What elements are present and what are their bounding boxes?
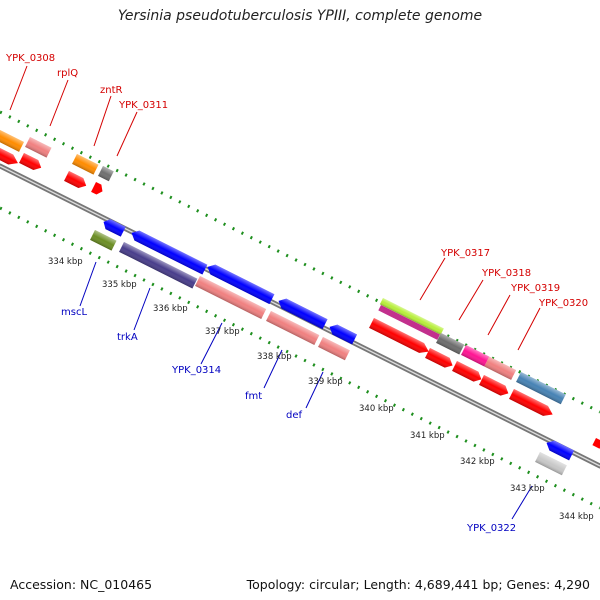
- label-YPK_0308[interactable]: YPK_0308: [5, 53, 55, 64]
- gene-trkA[interactable]: [119, 242, 198, 289]
- reverse-features: [90, 217, 575, 476]
- arrow-YPK_0314[interactable]: [205, 262, 275, 305]
- gene-YPK_0308[interactable]: [0, 124, 24, 152]
- label-YPK_0314[interactable]: YPK_0314: [171, 365, 221, 376]
- cds-YPK_0318[interactable]: [425, 348, 455, 370]
- label-YPK_0318[interactable]: YPK_0318: [481, 268, 531, 279]
- gene-YPK_0314[interactable]: [195, 276, 267, 319]
- forward-features: [0, 124, 600, 449]
- edge-feature[interactable]: [592, 438, 600, 449]
- label-fmt[interactable]: fmt: [245, 391, 262, 402]
- top-gene-labels: YPK_0308 rplQ zntR YPK_0311 YPK_0317 YPK…: [5, 53, 588, 309]
- tick-344: 344 kbp: [559, 512, 594, 522]
- outer-dotted-track: [0, 110, 600, 414]
- tick-342: 342 kbp: [460, 457, 495, 467]
- arrow-def[interactable]: [327, 322, 358, 345]
- bottom-leader-lines: [79, 261, 533, 520]
- topology-text: Topology: circular; Length: 4,689,441 bp…: [246, 577, 590, 592]
- label-def[interactable]: def: [286, 410, 303, 421]
- arrow-YPK_0322[interactable]: [544, 438, 575, 461]
- label-mscL[interactable]: mscL: [61, 307, 87, 318]
- label-YPK_0311[interactable]: YPK_0311: [118, 100, 168, 111]
- arrow-fmt[interactable]: [276, 296, 328, 330]
- label-YPK_0320[interactable]: YPK_0320: [538, 298, 588, 309]
- gene-YPK_0317[interactable]: [379, 298, 444, 335]
- gene-YPK_0318[interactable]: [436, 333, 465, 355]
- arrow-mscL[interactable]: [101, 217, 126, 237]
- label-YPK_0319[interactable]: YPK_0319: [510, 283, 560, 294]
- genome-title: Yersinia pseudotuberculosis YPIII, compl…: [117, 8, 483, 24]
- label-zntR[interactable]: zntR: [100, 85, 123, 96]
- cds-YPK_0311[interactable]: [91, 182, 105, 196]
- cds-YPK_0320-b[interactable]: [509, 389, 555, 419]
- tick-341: 341 kbp: [410, 431, 445, 441]
- gene-fmt[interactable]: [266, 311, 320, 346]
- tick-338: 338 kbp: [257, 352, 292, 362]
- gene-zntR[interactable]: [72, 154, 99, 175]
- tick-334: 334 kbp: [48, 257, 83, 267]
- kbp-scale: 334 kbp 335 kbp 336 kbp 337 kbp 338 kbp …: [48, 257, 594, 522]
- label-rplQ[interactable]: rplQ: [57, 68, 78, 79]
- cds-YPK_0320[interactable]: [479, 375, 511, 398]
- gene-YPK_0319[interactable]: [461, 345, 517, 380]
- bottom-gene-labels: mscL trkA YPK_0314 fmt def YPK_0322: [61, 307, 516, 534]
- label-trkA[interactable]: trkA: [117, 332, 138, 343]
- gene-YPK_0317-b[interactable]: [378, 305, 441, 340]
- cds-YPK_0308[interactable]: [0, 143, 20, 168]
- tick-343: 343 kbp: [510, 484, 545, 494]
- inner-dotted-track: [0, 206, 600, 510]
- gene-def[interactable]: [318, 337, 350, 361]
- gene-YPK_0322[interactable]: [535, 452, 567, 476]
- gene-mscL[interactable]: [90, 230, 117, 251]
- tick-335: 335 kbp: [102, 280, 137, 290]
- label-YPK_0317[interactable]: YPK_0317: [440, 248, 490, 259]
- cds-zntR[interactable]: [64, 171, 89, 191]
- cds-YPK_0317[interactable]: [369, 318, 431, 356]
- cds-rplQ[interactable]: [19, 153, 44, 173]
- tick-336: 336 kbp: [153, 304, 188, 314]
- tick-340: 340 kbp: [359, 404, 394, 414]
- accession-text: Accession: NC_010465: [10, 577, 153, 592]
- gene-rplQ[interactable]: [25, 137, 52, 158]
- gene-YPK_0320[interactable]: [516, 372, 566, 405]
- gene-YPK_0311[interactable]: [98, 166, 114, 182]
- arrow-trkA[interactable]: [129, 228, 208, 275]
- label-YPK_0322[interactable]: YPK_0322: [466, 523, 516, 534]
- cds-YPK_0319[interactable]: [452, 361, 484, 384]
- tick-337: 337 kbp: [205, 327, 240, 337]
- tick-339: 339 kbp: [308, 377, 343, 387]
- top-leader-lines: [9, 65, 541, 351]
